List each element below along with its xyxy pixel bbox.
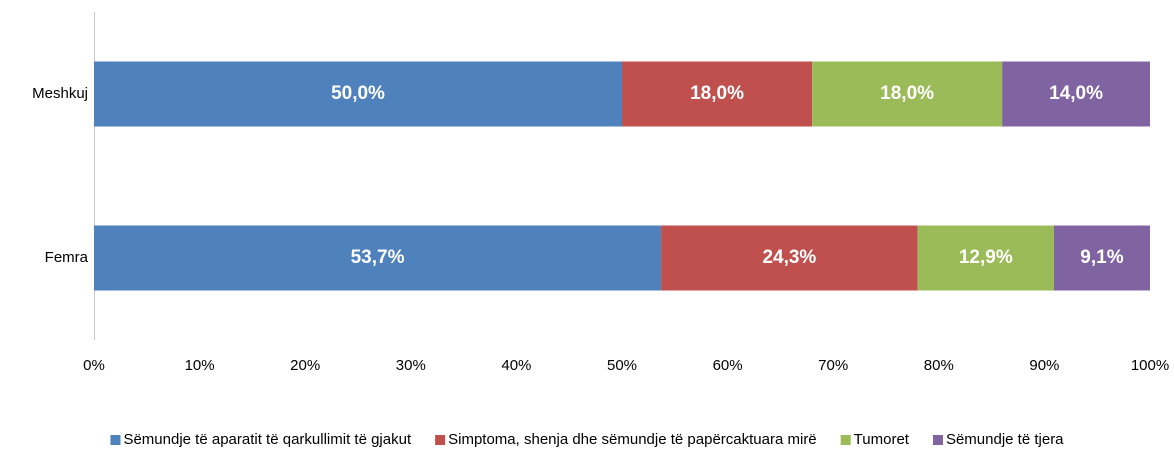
legend-label: Tumoret [854, 431, 910, 448]
bar-segment [94, 61, 622, 127]
legend-label: Sëmundje të tjera [946, 431, 1064, 448]
x-tick-label: 30% [396, 357, 426, 374]
x-tick-label: 40% [501, 357, 531, 374]
bar-segment [1053, 225, 1150, 291]
x-tick-label: 60% [713, 357, 743, 374]
data-label: 50,0% [331, 83, 385, 104]
legend-swatch [110, 435, 121, 445]
data-label: 53,7% [351, 247, 405, 268]
bar-segment [1002, 61, 1150, 127]
category-label: Meshkuj [32, 85, 88, 102]
data-label: 18,0% [880, 83, 934, 104]
x-tick-label: 80% [924, 357, 954, 374]
x-tick-label: 100% [1131, 357, 1169, 374]
data-label: 12,9% [959, 247, 1013, 268]
bar-segment [917, 225, 1054, 291]
x-tick-label: 90% [1029, 357, 1059, 374]
legend: Sëmundje të aparatit të qarkullimit të g… [110, 431, 1064, 448]
x-tick-label: 10% [185, 357, 215, 374]
x-tick-label: 20% [290, 357, 320, 374]
data-label: 24,3% [762, 247, 816, 268]
legend-swatch [435, 435, 446, 445]
bar-segment [622, 61, 813, 127]
legend-label: Simptoma, shenja dhe sëmundje të papërca… [448, 431, 817, 448]
data-label: 9,1% [1080, 247, 1123, 268]
legend-swatch [932, 435, 943, 445]
bar-segment [661, 225, 918, 291]
data-label: 18,0% [690, 83, 744, 104]
x-tick-label: 50% [607, 357, 637, 374]
x-tick-label: 0% [83, 357, 105, 374]
legend-label: Sëmundje të aparatit të qarkullimit të g… [123, 431, 411, 448]
bar-segment [812, 61, 1003, 127]
data-label: 14,0% [1049, 83, 1103, 104]
category-label: Femra [45, 249, 89, 266]
legend-swatch [840, 435, 851, 445]
x-tick-label: 70% [818, 357, 848, 374]
bar-segment [94, 225, 662, 291]
